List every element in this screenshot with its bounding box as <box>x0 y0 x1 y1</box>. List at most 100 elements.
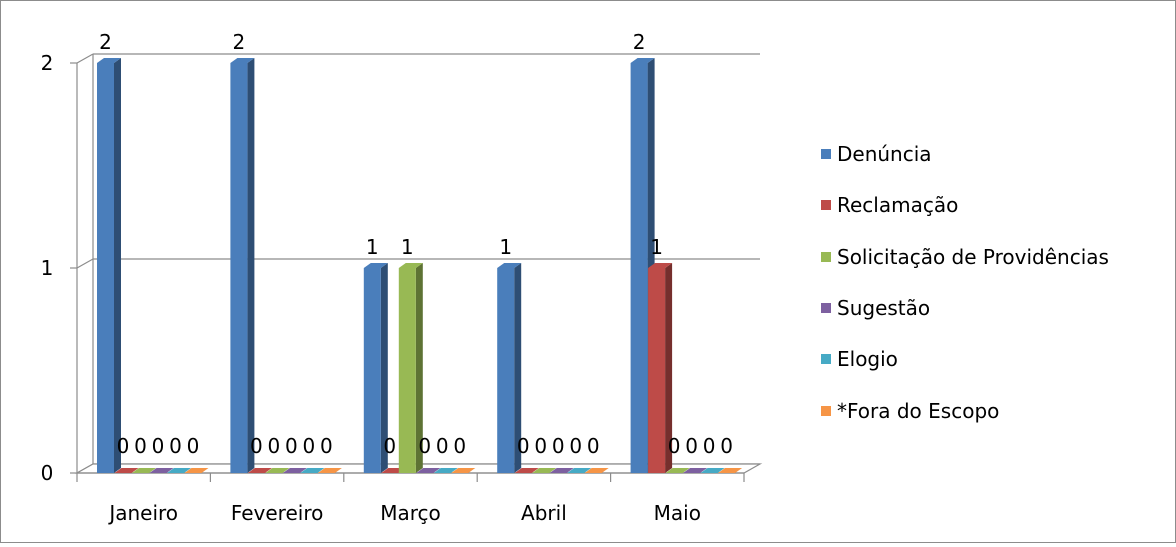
bar-1-5 <box>317 468 342 473</box>
y-tick-label-1: 1 <box>41 256 54 280</box>
data-label-3-5: 0 <box>587 434 600 458</box>
legend-label: *Fora do Escopo <box>837 398 1000 423</box>
bar-2-0 <box>363 268 381 473</box>
gridline-side-2 <box>76 53 94 64</box>
bar-3-5 <box>584 468 609 473</box>
bar-top-2-2 <box>398 263 423 268</box>
bar-side-1-0 <box>247 58 255 473</box>
x-tick-label-4: Maio <box>654 501 701 525</box>
bar-top-0-0 <box>97 58 121 63</box>
y-tick-label-0: 0 <box>41 461 54 485</box>
legend-item: Reclamação <box>821 193 958 217</box>
legend-label: Denúncia <box>837 142 932 166</box>
legend-swatch <box>821 200 831 211</box>
data-label-1-0: 2 <box>233 30 246 54</box>
data-label-2-4: 0 <box>436 434 449 458</box>
data-label-2-5: 0 <box>453 434 466 458</box>
legend-swatch <box>821 302 831 313</box>
bar-1-4 <box>300 468 325 473</box>
legend-item: Solicitação de Providências <box>821 245 1109 269</box>
legend-item: Sugestão <box>821 296 930 320</box>
data-label-4-3: 0 <box>685 434 698 458</box>
data-label-2-1: 0 <box>383 434 396 458</box>
bar-0-2 <box>132 468 156 473</box>
data-label-3-1: 0 <box>517 434 530 458</box>
legend-item: Denúncia <box>821 142 932 166</box>
legend-item: *Fora do Escopo <box>821 399 999 423</box>
bar-1-1 <box>247 468 272 473</box>
bar-2-2 <box>398 268 416 473</box>
bar-0-3 <box>149 468 174 473</box>
legend-label: Elogio <box>837 347 898 372</box>
data-label-0-5: 0 <box>187 434 200 458</box>
data-label-3-0: 1 <box>499 235 512 259</box>
data-label-0-4: 0 <box>169 434 182 458</box>
bar-4-4 <box>700 468 725 473</box>
legend-swatch <box>821 354 831 365</box>
bar-0-0 <box>97 63 114 473</box>
legend-label: Reclamação <box>837 193 959 218</box>
bar-top-4-0 <box>630 58 655 63</box>
legend-item: Elogio <box>821 347 898 371</box>
bar-0-5 <box>184 468 209 473</box>
bar-top-2-0 <box>363 263 388 268</box>
gridline-side-1 <box>76 258 94 269</box>
data-label-0-1: 0 <box>117 434 130 458</box>
data-label-4-0: 2 <box>633 30 646 54</box>
bar-4-2 <box>665 468 690 473</box>
bar-3-2 <box>532 468 557 473</box>
data-label-3-4: 0 <box>569 434 582 458</box>
bar-2-5 <box>451 468 476 473</box>
x-tick-label-2: Março <box>380 501 441 525</box>
x-tick-label-0: Janeiro <box>107 501 178 525</box>
bar-top-1-0 <box>230 58 255 63</box>
data-label-1-5: 0 <box>320 434 333 458</box>
bar-2-4 <box>433 468 458 473</box>
bar-side-0-0 <box>114 58 121 473</box>
bar-2-3 <box>416 468 441 473</box>
data-label-0-0: 2 <box>99 30 112 54</box>
data-label-3-2: 0 <box>534 434 547 458</box>
bar-0-4 <box>167 468 191 473</box>
bar-0-1 <box>114 468 139 473</box>
data-label-1-3: 0 <box>285 434 298 458</box>
bar-3-3 <box>549 468 574 473</box>
data-label-4-1: 1 <box>650 235 663 259</box>
legend-label: Solicitação de Providências <box>837 244 1109 269</box>
data-label-4-4: 0 <box>703 434 716 458</box>
legend-swatch <box>821 149 831 159</box>
bar-4-0 <box>630 63 648 473</box>
bar-1-0 <box>230 63 248 473</box>
bar-4-3 <box>683 468 708 473</box>
y-tick-label-2: 2 <box>41 51 54 75</box>
bar-side-4-1 <box>665 263 673 473</box>
bar-3-0 <box>497 268 515 473</box>
bar-top-4-1 <box>648 263 673 268</box>
data-label-2-3: 0 <box>418 434 431 458</box>
bar-1-2 <box>265 468 290 473</box>
legend-swatch <box>821 251 831 262</box>
data-label-4-5: 0 <box>720 434 733 458</box>
data-label-1-4: 0 <box>303 434 316 458</box>
data-label-1-2: 0 <box>268 434 281 458</box>
data-label-1-1: 0 <box>250 434 263 458</box>
bar-side-2-0 <box>380 263 388 473</box>
bar-4-1 <box>648 268 666 473</box>
x-tick-label-3: Abril <box>521 501 567 525</box>
data-label-2-2: 1 <box>401 235 414 259</box>
bar-3-4 <box>567 468 592 473</box>
bar-side-2-2 <box>415 263 423 473</box>
bar-3-1 <box>514 468 539 473</box>
bar-1-3 <box>282 468 307 473</box>
x-tick-label-1: Fevereiro <box>231 501 324 525</box>
data-label-2-0: 1 <box>366 235 379 259</box>
data-label-3-3: 0 <box>552 434 565 458</box>
legend-swatch <box>821 405 831 416</box>
bar-top-3-0 <box>497 263 522 268</box>
bar-side-3-0 <box>514 263 522 473</box>
bar-4-5 <box>718 468 743 473</box>
legend-label: Sugestão <box>837 295 931 320</box>
data-label-0-3: 0 <box>152 434 165 458</box>
